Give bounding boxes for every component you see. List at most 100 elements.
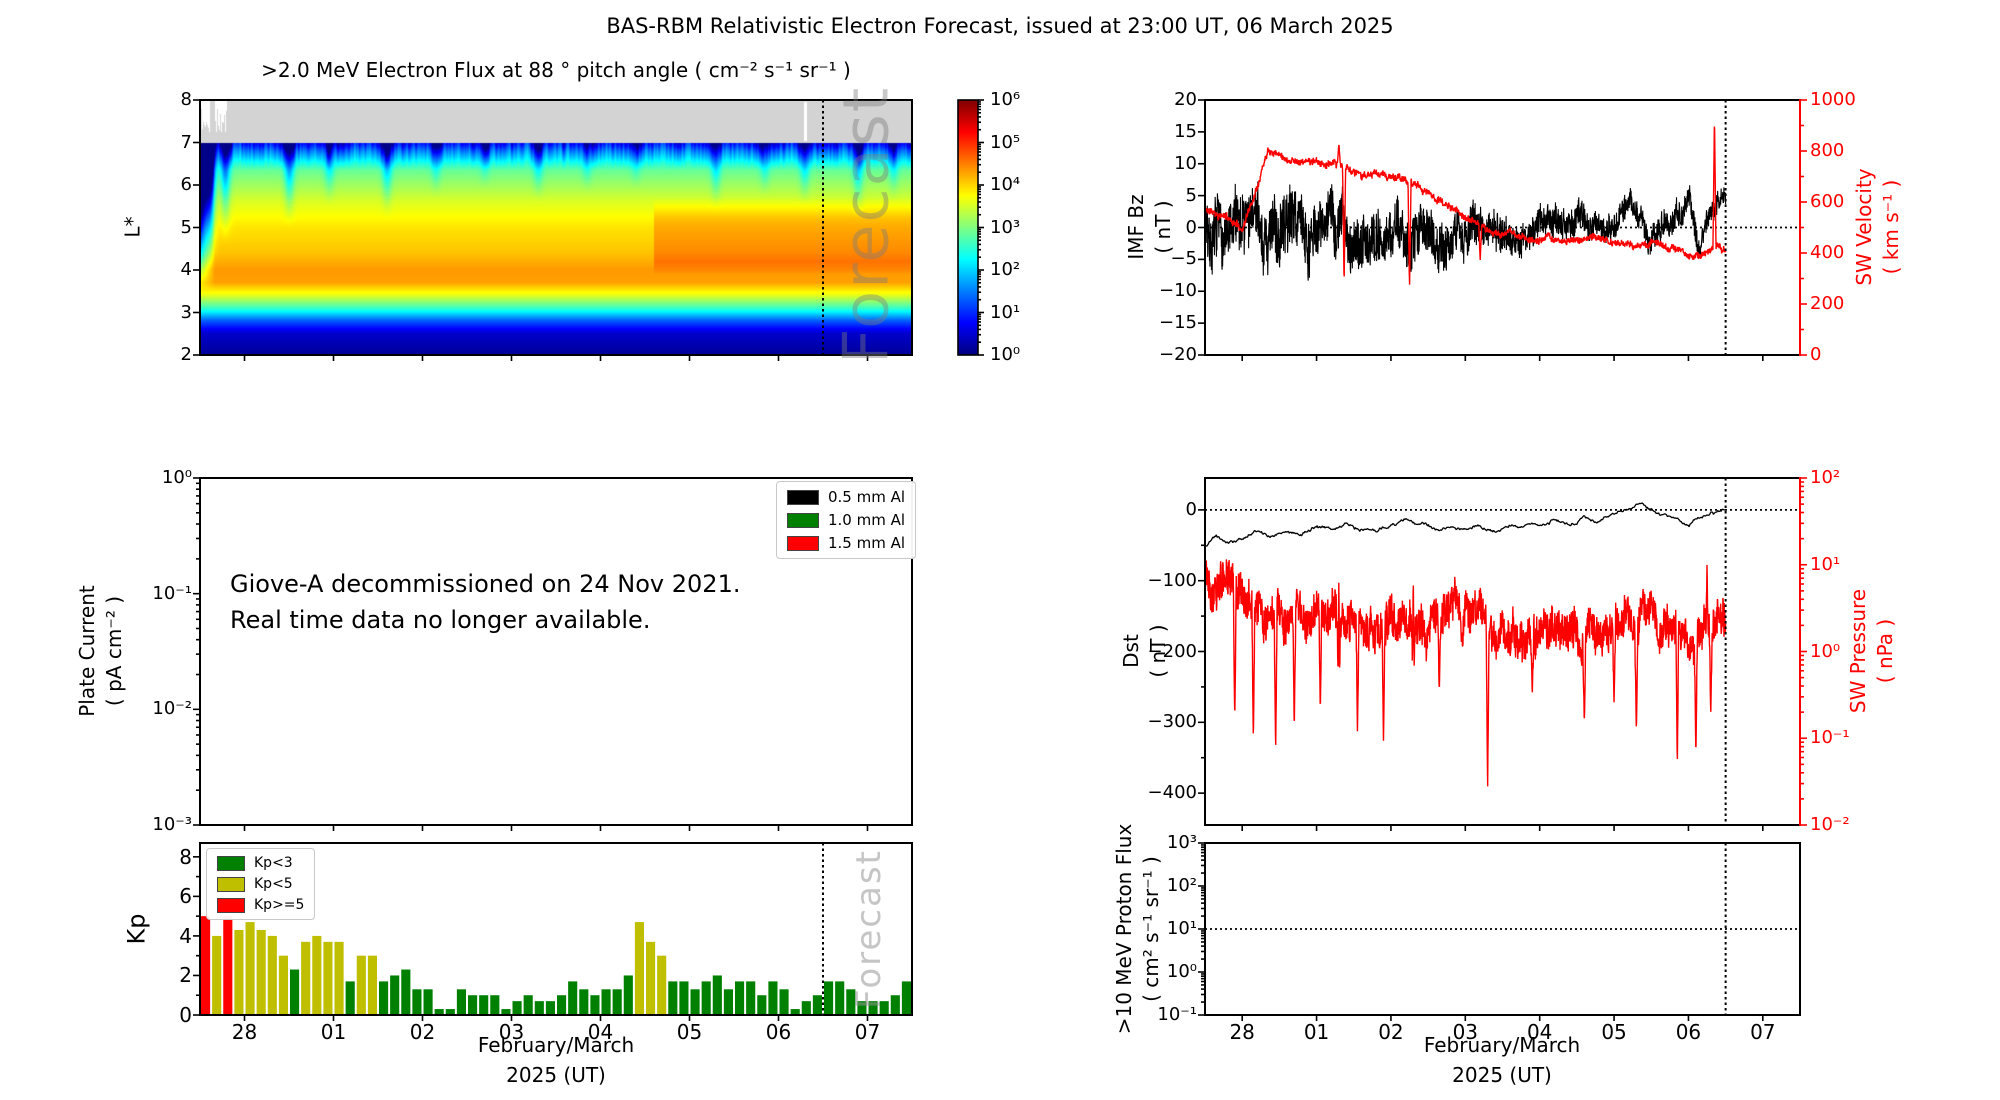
tick-label: 2 xyxy=(179,963,192,988)
x-axis-label-right: February/March 2025 (UT) xyxy=(1423,1033,1581,1087)
tick-label: 0 xyxy=(1185,498,1197,520)
legend-item: Kp>=5 xyxy=(217,897,304,913)
tick-label: 1000 xyxy=(1810,89,1856,110)
tick-label: 10⁵ xyxy=(990,131,1021,153)
tick-label: 10² xyxy=(990,259,1021,280)
tick-label: −200 xyxy=(1147,640,1197,662)
tick-label: 10⁻¹ xyxy=(1810,727,1850,749)
plate-current-legend: 0.5 mm Al 1.0 mm Al 1.5 mm Al xyxy=(776,481,917,559)
tick-label: 10⁻² xyxy=(1810,814,1850,835)
tick-label: 8 xyxy=(180,89,192,110)
kp-y-axis-label: Kp xyxy=(122,913,151,945)
tick-label: −400 xyxy=(1147,782,1197,804)
tick-label: 03 xyxy=(498,1020,525,1044)
tick-label: 0 xyxy=(179,1003,192,1027)
tick-label: 10¹ xyxy=(990,301,1021,323)
sw-velocity-y-axis-label: SW Velocity ( km s⁻¹ ) xyxy=(1852,168,1903,286)
tick-label: 0 xyxy=(1810,344,1822,365)
legend-label: 1.0 mm Al xyxy=(828,511,906,529)
tick-label: −100 xyxy=(1147,569,1197,591)
imf-bz-y-axis-label: IMF Bz ( nT ) xyxy=(1124,194,1175,260)
tick-label: 06 xyxy=(765,1020,792,1044)
tick-label: 10⁰ xyxy=(161,467,192,488)
tick-label: 600 xyxy=(1810,191,1845,212)
legend-label: Kp<3 xyxy=(254,855,293,871)
tick-label: 02 xyxy=(409,1020,436,1044)
tick-label: 06 xyxy=(1675,1020,1702,1044)
legend-label: 1.5 mm Al xyxy=(828,534,906,552)
tick-label: 10⁻² xyxy=(152,698,192,720)
tick-label: 0 xyxy=(1185,216,1197,238)
legend-item: 0.5 mm Al xyxy=(787,488,905,506)
tick-label: 28 xyxy=(1229,1020,1255,1044)
tick-label: −10 xyxy=(1159,280,1197,302)
tick-label: 07 xyxy=(854,1020,881,1044)
tick-label: 4 xyxy=(179,923,192,948)
tick-label: 07 xyxy=(1750,1020,1776,1044)
tick-label: 10⁶ xyxy=(990,89,1021,110)
tick-label: 10² xyxy=(1810,467,1841,488)
tick-label: 01 xyxy=(320,1020,347,1044)
legend-swatch-red xyxy=(787,535,819,551)
tick-label: 5 xyxy=(180,216,192,238)
tick-label: 15 xyxy=(1174,120,1197,142)
tick-label: 7 xyxy=(180,131,192,153)
legend-swatch-black xyxy=(787,489,819,505)
legend-label: 0.5 mm Al xyxy=(828,488,906,506)
legend-label: Kp<5 xyxy=(254,876,293,892)
legend-swatch-kp-green xyxy=(217,855,245,871)
flux-y-axis-label: L* xyxy=(120,216,145,238)
tick-label: 10⁻¹ xyxy=(152,582,192,604)
tick-label: −15 xyxy=(1159,312,1197,334)
legend-swatch-kp-red xyxy=(217,897,245,913)
tick-label: 10⁰ xyxy=(990,344,1021,365)
tick-label: 2 xyxy=(180,344,192,365)
tick-label: 6 xyxy=(179,884,192,909)
giove-annotation: Giove-A decommissioned on 24 Nov 2021. R… xyxy=(230,570,741,634)
tick-label: 800 xyxy=(1810,140,1845,161)
legend-item: 1.5 mm Al xyxy=(787,534,905,552)
tick-label: 10 xyxy=(1174,152,1197,174)
tick-label: 6 xyxy=(180,174,192,195)
tick-label: 04 xyxy=(1526,1020,1553,1044)
forecast-watermark-kp: Forecast xyxy=(849,849,889,1009)
tick-label: −5 xyxy=(1170,248,1197,270)
page-title: BAS-RBM Relativistic Electron Forecast, … xyxy=(606,14,1394,38)
proton-flux-y-axis-label: >10 MeV Proton Flux ( cm² s⁻¹ sr⁻¹ ) xyxy=(1112,823,1163,1035)
tick-label: −300 xyxy=(1147,711,1197,733)
legend-label: Kp>=5 xyxy=(254,897,305,913)
tick-label: 8 xyxy=(179,844,192,869)
tick-label: 05 xyxy=(1601,1020,1627,1044)
tick-label: 10¹ xyxy=(1166,918,1197,939)
tick-label: 3 xyxy=(180,301,192,323)
tick-label: 10⁰ xyxy=(1166,961,1197,982)
electron-flux-title: >2.0 MeV Electron Flux at 88 ° pitch ang… xyxy=(261,58,851,82)
tick-label: −20 xyxy=(1159,344,1197,365)
tick-label: 200 xyxy=(1810,293,1845,314)
plate-current-y-axis-label: Plate Current ( pA cm⁻² ) xyxy=(75,585,126,717)
legend-item: Kp<5 xyxy=(217,876,304,892)
tick-label: 10⁻³ xyxy=(152,814,192,835)
sw-pressure-y-axis-label: SW Pressure ( nPa ) xyxy=(1846,588,1897,714)
tick-label: 5 xyxy=(1185,184,1197,206)
tick-label: 10⁰ xyxy=(1810,640,1841,662)
tick-label: 10⁻¹ xyxy=(1157,1004,1197,1025)
tick-label: 10¹ xyxy=(1810,553,1841,575)
forecast-watermark-flux: Forecast xyxy=(829,85,903,365)
tick-label: 10² xyxy=(1166,875,1197,896)
x-axis-label-left: February/March 2025 (UT) xyxy=(477,1033,635,1087)
tick-label: 20 xyxy=(1174,89,1197,110)
tick-label: 01 xyxy=(1303,1020,1330,1044)
kp-legend: Kp<3 Kp<5 Kp>=5 xyxy=(206,848,316,920)
tick-label: 03 xyxy=(1452,1020,1479,1044)
tick-label: 05 xyxy=(676,1020,703,1044)
tick-label: 400 xyxy=(1810,242,1845,263)
tick-label: 02 xyxy=(1378,1020,1404,1044)
legend-swatch-green xyxy=(787,512,819,528)
tick-label: 10⁴ xyxy=(990,174,1021,195)
tick-label: 10³ xyxy=(990,216,1021,238)
tick-label: 28 xyxy=(231,1020,258,1044)
tick-label: 10³ xyxy=(1166,832,1197,853)
